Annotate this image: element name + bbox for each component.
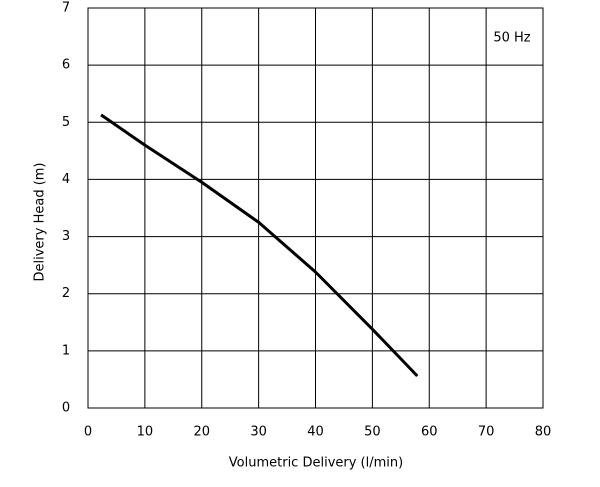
x-tick-label: 50 <box>364 425 381 440</box>
annotation: 50 Hz <box>493 31 530 46</box>
y-tick-label: 6 <box>62 58 70 73</box>
x-tick-label: 30 <box>250 425 267 440</box>
x-tick-label: 20 <box>193 425 210 440</box>
y-axis-label: Delivery Head (m) <box>33 162 48 281</box>
x-tick-label: 80 <box>535 425 552 440</box>
x-tick-label: 10 <box>137 425 154 440</box>
x-tick-label: 40 <box>307 425 324 440</box>
y-tick-label: 5 <box>62 115 70 130</box>
y-tick-label: 1 <box>62 343 70 358</box>
y-tick-label: 3 <box>62 229 70 244</box>
plot-frame <box>87 7 544 409</box>
data-line <box>100 113 419 378</box>
x-tick-label: 70 <box>478 425 495 440</box>
y-tick-label: 0 <box>62 401 70 416</box>
y-tick-label: 4 <box>62 172 70 187</box>
x-axis-label: Volumetric Delivery (l/min) <box>229 456 403 471</box>
x-tick-label: 0 <box>84 425 92 440</box>
y-tick-label: 2 <box>62 286 70 301</box>
x-tick-label: 60 <box>421 425 438 440</box>
y-tick-label: 7 <box>62 1 70 16</box>
